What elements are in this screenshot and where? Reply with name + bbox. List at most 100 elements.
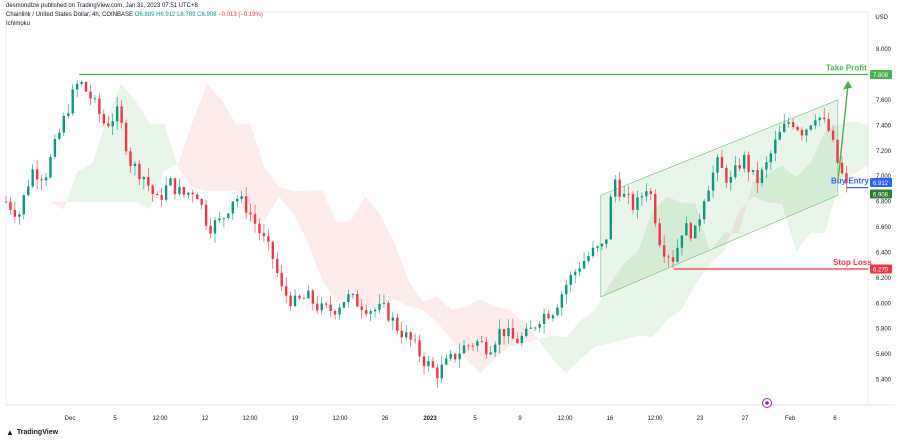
publisher-line: desmondlzw published on TradingView.com,… bbox=[6, 3, 198, 9]
candle bbox=[787, 117, 790, 128]
cloud-segment bbox=[192, 84, 208, 192]
price-tick-label: 8.000 bbox=[876, 47, 892, 53]
time-tick-label: Dec bbox=[65, 416, 76, 422]
candle bbox=[378, 294, 381, 314]
candle-body bbox=[155, 194, 159, 196]
buy-entry-price-box-text: 6.912 bbox=[873, 181, 889, 187]
candle-body bbox=[35, 169, 39, 180]
cloud-segment bbox=[106, 84, 121, 202]
price-tick-label: 5.400 bbox=[876, 378, 892, 384]
price-tick-label: 6.800 bbox=[876, 200, 892, 206]
time-tick-label: 12:00 bbox=[152, 416, 168, 422]
candle bbox=[431, 357, 435, 369]
candle-body bbox=[569, 275, 572, 285]
candle bbox=[720, 149, 724, 169]
price-axis: 8.0007.8007.6007.4007.2007.0006.8006.600… bbox=[876, 47, 892, 384]
candle-body bbox=[578, 268, 581, 272]
candle bbox=[609, 193, 612, 240]
candle bbox=[467, 343, 470, 351]
candle-body bbox=[218, 218, 221, 221]
tradingview-logo-icon: ▲ bbox=[6, 428, 14, 437]
candle-body bbox=[533, 327, 537, 329]
candle-body bbox=[502, 329, 506, 337]
cloud-segment bbox=[566, 320, 581, 374]
candle bbox=[729, 171, 733, 191]
candle bbox=[814, 114, 817, 129]
candle bbox=[605, 239, 608, 249]
candle-body bbox=[387, 302, 390, 321]
candle bbox=[778, 125, 781, 141]
buy-entry-label: Buy Entry bbox=[831, 177, 869, 186]
candle bbox=[373, 307, 377, 318]
candle bbox=[756, 161, 759, 194]
candle bbox=[187, 192, 190, 199]
candle-body bbox=[809, 125, 813, 130]
candle-body bbox=[560, 294, 564, 308]
candle bbox=[40, 174, 43, 191]
event-dot bbox=[765, 401, 769, 405]
candle bbox=[680, 235, 684, 256]
cloud-segment bbox=[92, 121, 107, 202]
candle-body bbox=[800, 129, 804, 136]
candle bbox=[649, 187, 652, 201]
candle-body bbox=[440, 364, 443, 379]
indicator-label[interactable]: Ichimoku bbox=[6, 21, 31, 27]
candle bbox=[485, 336, 488, 359]
candle-body bbox=[827, 119, 830, 131]
candle-body bbox=[276, 258, 279, 273]
candle bbox=[244, 187, 248, 220]
candle bbox=[618, 171, 621, 202]
candle-body bbox=[622, 193, 626, 197]
candle bbox=[556, 304, 559, 317]
candle-body bbox=[18, 214, 21, 217]
candle bbox=[89, 84, 92, 106]
candle-body bbox=[200, 199, 203, 205]
candle bbox=[591, 240, 595, 259]
candle bbox=[178, 178, 181, 196]
candle-body bbox=[27, 186, 30, 196]
current-price-box-bg bbox=[870, 189, 892, 199]
cloud-segment bbox=[623, 251, 639, 340]
candle bbox=[445, 354, 448, 366]
candle bbox=[382, 294, 386, 308]
candle-body bbox=[614, 179, 617, 197]
candle bbox=[360, 299, 363, 319]
brand-name: TradingView bbox=[16, 429, 59, 436]
candle bbox=[840, 156, 844, 176]
candle bbox=[587, 251, 590, 264]
candle-body bbox=[738, 165, 741, 169]
stop-loss-label: Stop Loss bbox=[833, 258, 872, 267]
candle-body bbox=[760, 169, 764, 184]
candle-body bbox=[236, 198, 239, 202]
price-change: −0.013 (−0.19%) bbox=[218, 12, 263, 18]
candle bbox=[622, 186, 626, 198]
candle bbox=[289, 291, 292, 311]
candle-body bbox=[164, 185, 168, 200]
candle-body bbox=[618, 179, 621, 197]
candle bbox=[765, 156, 768, 178]
candle-body bbox=[467, 345, 470, 347]
candle bbox=[476, 338, 479, 352]
candle bbox=[462, 339, 466, 354]
candle bbox=[774, 131, 777, 162]
candle-body bbox=[471, 345, 475, 347]
candle bbox=[31, 164, 34, 189]
candle-body bbox=[511, 327, 515, 339]
candle-body bbox=[436, 367, 439, 379]
candle-body bbox=[751, 170, 755, 172]
candle bbox=[493, 341, 497, 357]
candle bbox=[396, 313, 399, 335]
symbol-name: Chainlink / United States Dollar, 4h, CO… bbox=[6, 12, 134, 18]
candle-body bbox=[244, 196, 248, 213]
candle-body bbox=[342, 302, 346, 308]
candle-body bbox=[284, 286, 288, 296]
candle-body bbox=[373, 309, 377, 312]
take-profit-label: Take Profit bbox=[826, 63, 867, 72]
tradingview-brand[interactable]: ▲ TradingView bbox=[6, 428, 58, 437]
candle-body bbox=[507, 327, 510, 337]
time-tick-label: 9 bbox=[518, 416, 522, 422]
candle bbox=[173, 178, 177, 200]
cloud-segment bbox=[781, 165, 797, 252]
candle-body bbox=[360, 306, 363, 311]
